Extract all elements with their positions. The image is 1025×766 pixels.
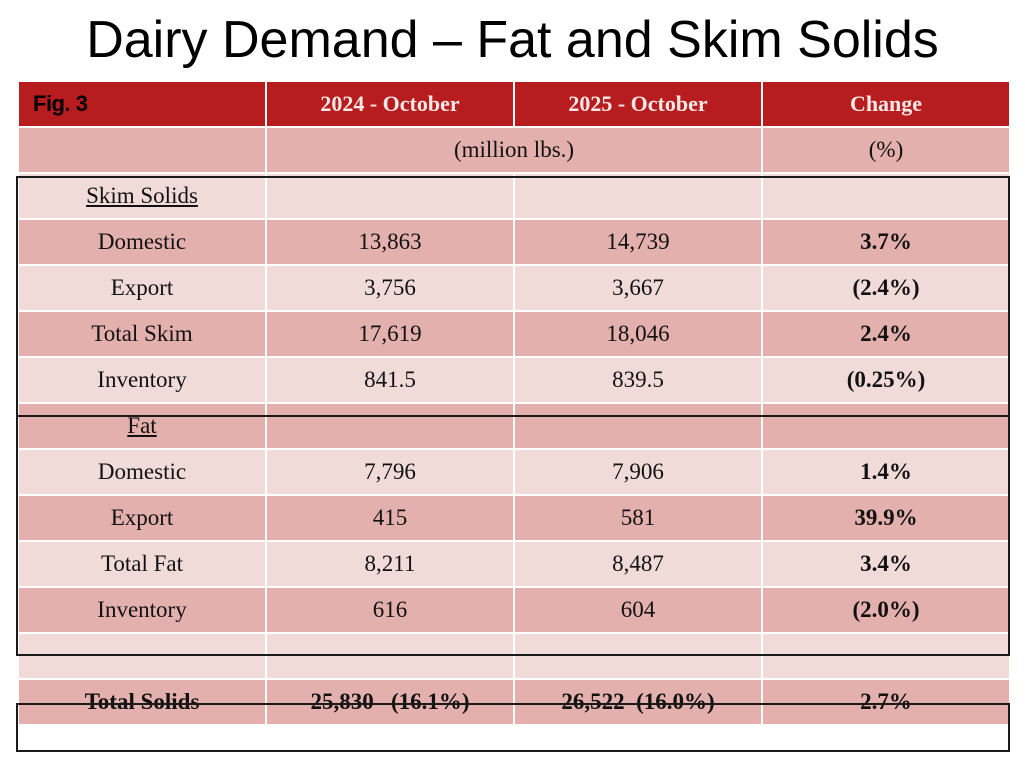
row-label: Inventory bbox=[17, 356, 267, 404]
table-row: Total Skim 17,619 18,046 2.4% bbox=[17, 310, 1011, 358]
empty-cell bbox=[761, 632, 1011, 680]
total-value-2024: 25,830 (16.1%) bbox=[265, 678, 515, 726]
change-value: (2.0%) bbox=[761, 586, 1011, 634]
empty-cell bbox=[265, 402, 515, 450]
empty-cell bbox=[17, 632, 267, 680]
table-row: Export 3,756 3,667 (2.4%) bbox=[17, 264, 1011, 312]
value-2024: 3,756 bbox=[265, 264, 515, 312]
change-value: 1.4% bbox=[761, 448, 1011, 496]
slide-title: Dairy Demand – Fat and Skim Solids bbox=[86, 11, 939, 69]
section-heading-skim: Skim Solids bbox=[17, 172, 267, 220]
total-label: Total Solids bbox=[17, 678, 267, 726]
value-2025: 839.5 bbox=[513, 356, 763, 404]
empty-cell bbox=[761, 402, 1011, 450]
value-2025: 604 bbox=[513, 586, 763, 634]
row-label: Domestic bbox=[17, 218, 267, 266]
table-row: Inventory 841.5 839.5 (0.25%) bbox=[17, 356, 1011, 404]
row-label: Domestic bbox=[17, 448, 267, 496]
empty-cell bbox=[513, 402, 763, 450]
value-2024: 7,796 bbox=[265, 448, 515, 496]
value-2024: 8,211 bbox=[265, 540, 515, 588]
value-2025: 14,739 bbox=[513, 218, 763, 266]
row-label: Total Skim bbox=[17, 310, 267, 358]
value-2025: 3,667 bbox=[513, 264, 763, 312]
column-header-2024: 2024 - October bbox=[265, 80, 515, 128]
empty-cell bbox=[761, 172, 1011, 220]
total-value-2025: 26,522 (16.0%) bbox=[513, 678, 763, 726]
spacer-row bbox=[17, 632, 1011, 680]
change-value: (0.25%) bbox=[761, 356, 1011, 404]
total-value-2025-text: 26,522 (16.0%) bbox=[561, 689, 715, 714]
dairy-demand-table: Fig. 3 2024 - October 2025 - October Cha… bbox=[17, 80, 1011, 726]
table-row: Inventory 616 604 (2.0%) bbox=[17, 586, 1011, 634]
empty-cell bbox=[513, 172, 763, 220]
table-row: Export 415 581 39.9% bbox=[17, 494, 1011, 542]
value-2025: 581 bbox=[513, 494, 763, 542]
table-row: Domestic 7,796 7,906 1.4% bbox=[17, 448, 1011, 496]
units-row: (million lbs.) (%) bbox=[17, 126, 1011, 174]
value-2024: 841.5 bbox=[265, 356, 515, 404]
empty-cell bbox=[265, 632, 515, 680]
fat-heading-row: Fat bbox=[17, 402, 1011, 450]
section-heading-fat: Fat bbox=[17, 402, 267, 450]
row-label: Inventory bbox=[17, 586, 267, 634]
value-2024: 17,619 bbox=[265, 310, 515, 358]
units-volume: (million lbs.) bbox=[265, 126, 763, 174]
change-value: 3.7% bbox=[761, 218, 1011, 266]
skim-heading-row: Skim Solids bbox=[17, 172, 1011, 220]
column-header-2025: 2025 - October bbox=[513, 80, 763, 128]
row-label: Export bbox=[17, 494, 267, 542]
header-row: Fig. 3 2024 - October 2025 - October Cha… bbox=[17, 80, 1011, 128]
row-label: Export bbox=[17, 264, 267, 312]
row-label: Total Fat bbox=[17, 540, 267, 588]
value-2024: 616 bbox=[265, 586, 515, 634]
column-header-change: Change bbox=[761, 80, 1011, 128]
empty-cell bbox=[513, 632, 763, 680]
units-empty-cell bbox=[17, 126, 267, 174]
value-2025: 18,046 bbox=[513, 310, 763, 358]
units-change: (%) bbox=[761, 126, 1011, 174]
value-2024: 13,863 bbox=[265, 218, 515, 266]
change-value: 3.4% bbox=[761, 540, 1011, 588]
table-row: Domestic 13,863 14,739 3.7% bbox=[17, 218, 1011, 266]
skim-heading-text: Skim Solids bbox=[86, 183, 198, 208]
value-2025: 8,487 bbox=[513, 540, 763, 588]
change-value: (2.4%) bbox=[761, 264, 1011, 312]
change-value: 39.9% bbox=[761, 494, 1011, 542]
table-row: Total Fat 8,211 8,487 3.4% bbox=[17, 540, 1011, 588]
total-row: Total Solids 25,830 (16.1%) 26,522 (16.0… bbox=[17, 678, 1011, 726]
value-2024: 415 bbox=[265, 494, 515, 542]
figure-label: Fig. 3 bbox=[17, 80, 267, 128]
fat-heading-text: Fat bbox=[127, 413, 157, 438]
empty-cell bbox=[265, 172, 515, 220]
change-value: 2.4% bbox=[761, 310, 1011, 358]
value-2025: 7,906 bbox=[513, 448, 763, 496]
total-change: 2.7% bbox=[761, 678, 1011, 726]
total-value-2024-text: 25,830 (16.1%) bbox=[310, 689, 470, 714]
